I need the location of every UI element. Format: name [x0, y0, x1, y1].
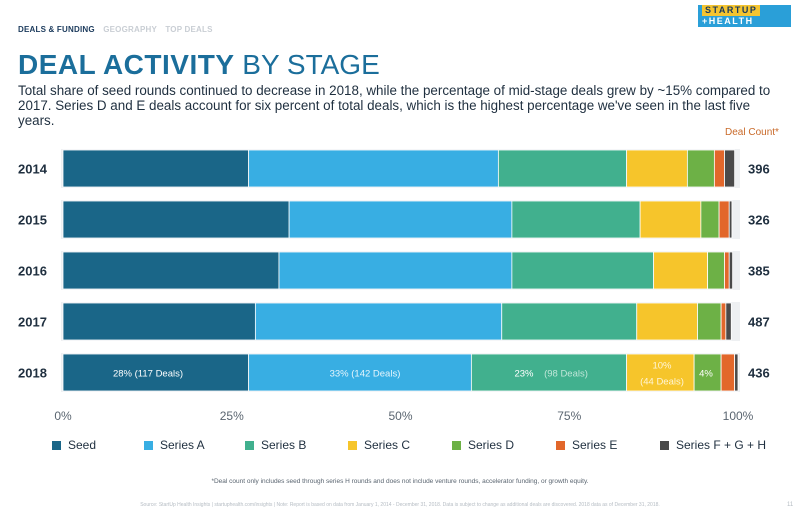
x-tick-4: 100% [723, 409, 754, 423]
category-label-2018: 2018 [18, 366, 47, 381]
x-tick-1: 25% [220, 409, 244, 423]
category-label-2015: 2015 [18, 213, 47, 228]
legend-item-series-e: Series E [556, 438, 617, 452]
bar-2015-series-fgh [728, 200, 733, 239]
breadcrumb-top-deals[interactable]: TOP DEALS [165, 25, 213, 34]
annotation-2018-seed: 28% (117 Deals) [113, 369, 183, 380]
bar-2015-seed [62, 200, 290, 239]
annotation-2018-series-c-pct: 10% [652, 361, 672, 372]
annotation-2018-series-d: 4% [699, 369, 713, 380]
category-label-2014: 2014 [18, 162, 48, 177]
legend-item-series-a: Series A [144, 438, 205, 452]
bar-2017-series-fgh [725, 302, 732, 341]
legend-item-series-fgh: Series F + G + H [660, 438, 766, 452]
bar-2014-series-fgh [724, 149, 736, 188]
x-tick-0: 0% [54, 409, 72, 423]
legend-item-series-d: Series D [452, 438, 514, 452]
bar-2017-series-c [636, 302, 698, 341]
deal-count-2015: 326 [748, 213, 770, 228]
legend-label-seed: Seed [68, 438, 97, 452]
legend-label-series-e: Series E [572, 438, 618, 452]
deal-count-header: Deal Count* [725, 127, 779, 138]
legend-item-series-b: Series B [245, 438, 306, 452]
startup-health-logo: STARTUP +HEALTH [698, 5, 791, 27]
annotation-2018-series-c-deals: (44 Deals) [640, 377, 684, 388]
bar-2018-series-c [626, 353, 695, 392]
bar-2014-series-c [626, 149, 688, 188]
page-subtitle: Total share of seed rounds continued to … [18, 83, 771, 128]
logo-line-1: STARTUP [702, 5, 761, 16]
legend-item-series-c: Series C [348, 438, 410, 452]
bar-2014-series-e [713, 149, 725, 188]
legend-swatch-series-fgh [660, 440, 669, 450]
legend-label-series-a: Series A [160, 438, 205, 452]
bar-2014-series-d [686, 149, 715, 188]
bar-2017-series-a [254, 302, 503, 341]
bar-2017-series-d [697, 302, 722, 341]
bar-2017-seed [62, 302, 256, 341]
breadcrumb: DEALS & FUNDING GEOGRAPHY TOP DEALS [18, 25, 213, 34]
bar-2016-seed [62, 251, 280, 290]
bar-2017-series-e [720, 302, 727, 341]
breadcrumb-geography[interactable]: GEOGRAPHY [103, 25, 157, 34]
x-tick-3: 75% [557, 409, 581, 423]
bar-2018-series-d [693, 353, 722, 392]
deal-count-2014: 396 [748, 162, 770, 177]
legend-swatch-series-d [452, 440, 461, 450]
bar-2016-series-fgh [728, 251, 733, 290]
source-note: Source: StartUp Health Insights | startu… [140, 502, 660, 508]
legend-label-series-c: Series C [364, 438, 411, 452]
bar-2015-series-d [700, 200, 720, 239]
bar-2016-series-b [511, 251, 655, 290]
category-label-2016: 2016 [18, 264, 47, 279]
annotation-2018-series-a: 33% (142 Deals) [330, 369, 401, 380]
footnote: *Deal count only includes seed through s… [211, 478, 589, 485]
legend-item-seed: Seed [52, 438, 96, 452]
bar-2015-series-b [511, 200, 641, 239]
bar-2018-series-e [720, 353, 736, 392]
deal-count-2018: 436 [748, 366, 770, 381]
category-label-2017: 2017 [18, 315, 47, 330]
bar-2014-series-b [497, 149, 628, 188]
logo-line-2: +HEALTH [702, 16, 754, 26]
legend-swatch-series-b [245, 440, 254, 450]
deal-count-2016: 385 [748, 264, 770, 279]
bar-2016-series-a [278, 251, 513, 290]
legend-label-series-fgh: Series F + G + H [676, 438, 767, 452]
bar-2014-series-a [248, 149, 499, 188]
legend-label-series-b: Series B [261, 438, 307, 452]
bar-2015-series-e [718, 200, 730, 239]
legend-swatch-seed [52, 440, 61, 450]
page-title: DEAL ACTIVITY BY STAGE [18, 49, 380, 81]
x-tick-2: 50% [388, 409, 412, 423]
annotation-2018-series-b-deals: (98 Deals) [544, 369, 588, 380]
breadcrumb-deals-funding[interactable]: DEALS & FUNDING [18, 25, 95, 34]
bar-2016-series-d [707, 251, 725, 290]
bar-2016-series-c [653, 251, 709, 290]
page-title-rest: BY STAGE [242, 49, 380, 80]
bar-2017-series-b [501, 302, 638, 341]
bar-2015-series-a [288, 200, 513, 239]
legend-label-series-d: Series D [468, 438, 515, 452]
legend-swatch-series-a [144, 440, 153, 450]
bar-2018-series-b [470, 353, 628, 392]
page-number: 11 [787, 502, 794, 508]
bar-2018-series-fgh [734, 353, 739, 392]
deal-count-2017: 487 [748, 315, 770, 330]
bar-2014-seed [62, 149, 250, 188]
bar-2016-series-e [724, 251, 730, 290]
page-title-bold: DEAL ACTIVITY [18, 49, 235, 80]
annotation-2018-series-b-pct: 23% [514, 369, 534, 380]
legend-swatch-series-e [556, 440, 565, 450]
bar-2015-series-c [639, 200, 702, 239]
stacked-bar-chart: 2014 396 2015 326 2016 385 2017 487 2018 436 28% (… [18, 149, 770, 423]
legend-swatch-series-c [348, 440, 357, 450]
